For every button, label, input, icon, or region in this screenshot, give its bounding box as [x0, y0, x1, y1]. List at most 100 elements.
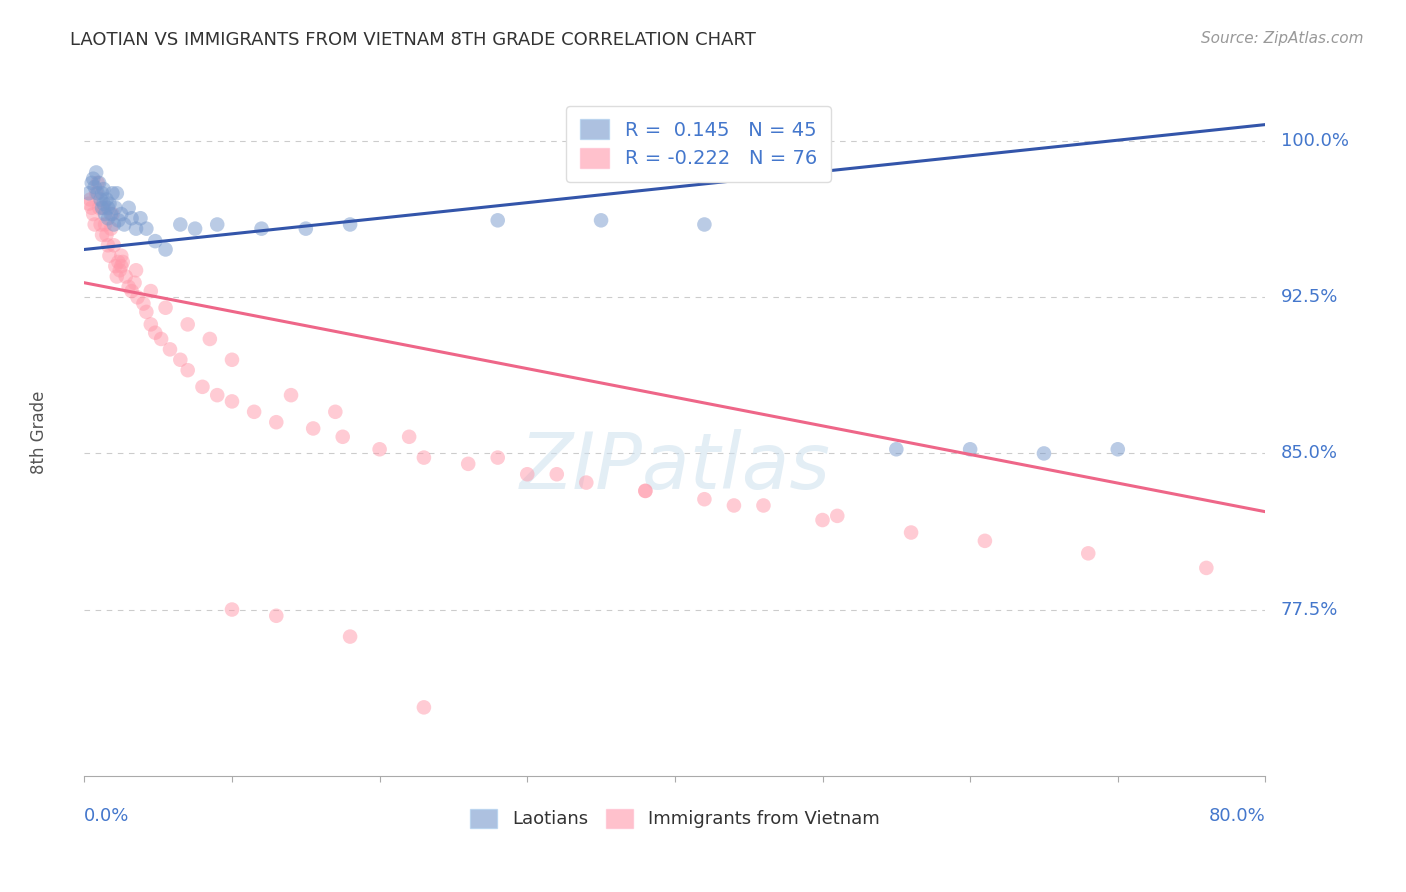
Point [1077, 546, 1099, 560]
Point [575, 475, 598, 490]
Point [413, 450, 436, 465]
Point [325, 405, 347, 419]
Point [266, 415, 288, 429]
Point [221, 352, 243, 367]
Point [332, 430, 354, 444]
Point [86, 186, 108, 201]
Point [87, 176, 111, 190]
Point [693, 492, 716, 507]
Point [98, 249, 121, 263]
Text: 92.5%: 92.5% [1281, 288, 1339, 306]
Point [1107, 442, 1129, 457]
Point [97, 238, 120, 252]
Point [90, 218, 112, 232]
Point [486, 450, 509, 465]
Point [127, 290, 149, 304]
Point [110, 249, 132, 263]
Point [139, 318, 162, 332]
Point [135, 221, 157, 235]
Point [516, 467, 538, 482]
Point [93, 196, 115, 211]
Point [100, 207, 122, 221]
Point [280, 388, 302, 402]
Point [177, 363, 200, 377]
Point [1195, 561, 1218, 575]
Point [207, 388, 229, 402]
Point [135, 305, 157, 319]
Point [591, 213, 613, 227]
Text: LAOTIAN VS IMMIGRANTS FROM VIETNAM 8TH GRADE CORRELATION CHART: LAOTIAN VS IMMIGRANTS FROM VIETNAM 8TH G… [70, 31, 756, 49]
Point [112, 218, 135, 232]
Point [132, 296, 155, 310]
Point [108, 263, 131, 277]
Point [105, 186, 128, 201]
Point [486, 213, 509, 227]
Point [79, 193, 101, 207]
Point [413, 700, 436, 714]
Point [121, 284, 143, 298]
Text: 100.0%: 100.0% [1281, 132, 1348, 150]
Point [169, 218, 191, 232]
Point [82, 207, 104, 221]
Point [125, 263, 148, 277]
Point [198, 332, 221, 346]
Point [634, 483, 657, 498]
Point [974, 533, 997, 548]
Point [155, 301, 177, 315]
Point [207, 218, 229, 232]
Point [295, 221, 318, 235]
Point [84, 165, 107, 179]
Point [104, 259, 127, 273]
Point [634, 483, 657, 498]
Point [221, 602, 243, 616]
Point [90, 193, 112, 207]
Point [339, 218, 361, 232]
Point [84, 186, 107, 201]
Point [811, 513, 834, 527]
Point [96, 193, 118, 207]
Point [155, 243, 177, 257]
Point [1033, 446, 1056, 460]
Point [105, 269, 128, 284]
Point [91, 201, 114, 215]
Point [250, 221, 273, 235]
Point [398, 430, 420, 444]
Point [125, 221, 148, 235]
Point [827, 508, 849, 523]
Point [77, 186, 100, 201]
Point [107, 255, 129, 269]
Text: 80.0%: 80.0% [1209, 807, 1265, 825]
Text: ZIPatlas: ZIPatlas [519, 429, 831, 505]
Point [752, 499, 775, 513]
Point [900, 525, 922, 540]
Point [159, 343, 181, 357]
Point [94, 218, 117, 232]
Point [87, 201, 111, 215]
Point [124, 276, 146, 290]
Point [184, 221, 207, 235]
Point [150, 332, 173, 346]
Point [104, 201, 127, 215]
Point [546, 467, 568, 482]
Point [118, 201, 141, 215]
Point [83, 218, 105, 232]
Point [266, 608, 288, 623]
Point [94, 207, 117, 221]
Point [139, 284, 162, 298]
Point [368, 442, 391, 457]
Point [118, 280, 141, 294]
Text: Source: ZipAtlas.com: Source: ZipAtlas.com [1201, 31, 1364, 46]
Legend: Laotians, Immigrants from Vietnam: Laotians, Immigrants from Vietnam [463, 802, 887, 836]
Point [103, 238, 125, 252]
Point [86, 176, 108, 190]
Point [110, 259, 132, 273]
Point [169, 352, 191, 367]
Point [100, 221, 122, 235]
Point [221, 394, 243, 409]
Point [91, 227, 114, 242]
Point [302, 421, 325, 435]
Point [80, 201, 103, 215]
Point [98, 196, 121, 211]
Point [93, 201, 115, 215]
Point [693, 218, 716, 232]
